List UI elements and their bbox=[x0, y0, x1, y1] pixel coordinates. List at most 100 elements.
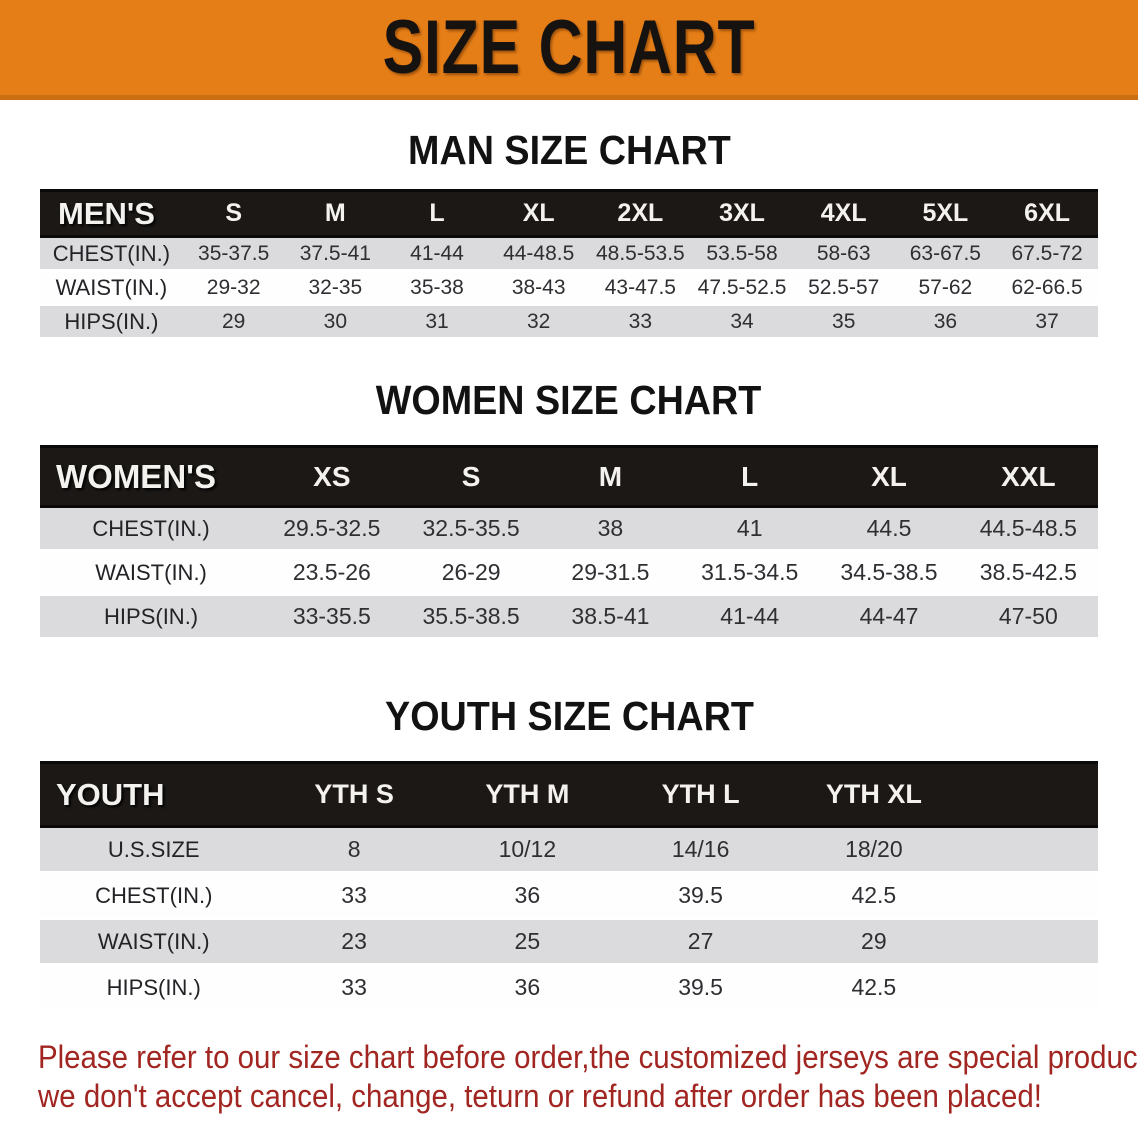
size-column-header: 3XL bbox=[691, 189, 793, 238]
measurement-row: HIPS(IN.) 29 30 31 32 33 34 35 36 37 bbox=[40, 304, 1098, 340]
measurement-value: 43-47.5 bbox=[589, 270, 692, 306]
measurement-label: CHEST(IN.) bbox=[40, 872, 268, 920]
measurement-value: 33-35.5 bbox=[262, 594, 402, 640]
measurement-label: CHEST(IN.) bbox=[40, 236, 183, 272]
measurement-value: 34.5-38.5 bbox=[819, 550, 959, 596]
measurement-value: 42.5 bbox=[787, 964, 961, 1012]
measurement-value: 63-67.5 bbox=[894, 236, 997, 272]
measurement-value: 38 bbox=[540, 506, 681, 552]
section-heading-youth-text: YOUTH SIZE CHART bbox=[384, 693, 754, 739]
size-column-header: YTH M bbox=[440, 761, 614, 828]
measurement-value: 29 bbox=[182, 304, 285, 340]
table-category-label: YOUTH bbox=[40, 761, 268, 828]
measurement-value: 8 bbox=[267, 826, 441, 874]
size-column-header: 2XL bbox=[589, 189, 692, 238]
youth-size-section: YOUTH SIZE CHART YOUTH YTH S YTH M YTH L YTH… bbox=[0, 640, 1138, 1012]
measurement-value: 39.5 bbox=[613, 872, 788, 920]
measurement-value: 25 bbox=[440, 918, 614, 966]
measurement-value: 32 bbox=[487, 304, 590, 340]
measurement-value: 36 bbox=[440, 964, 614, 1012]
table-category-label: MEN'S bbox=[40, 189, 183, 238]
disclaimer-line-2: we don't accept cancel, change, teturn o… bbox=[38, 1078, 1042, 1115]
table-category-label: WOMEN'S bbox=[40, 445, 263, 508]
measurement-value: 29-31.5 bbox=[540, 550, 681, 596]
measurement-value: 41-44 bbox=[680, 594, 820, 640]
men-size-section: MAN SIZE CHART MEN'S S M L XL 2XL 3XL 4XL 5XL 6XL… bbox=[0, 100, 1138, 340]
measurement-value: 44.5-48.5 bbox=[958, 506, 1098, 552]
measurement-value: 35.5-38.5 bbox=[401, 594, 541, 640]
section-heading-women: WOMEN SIZE CHART bbox=[0, 340, 1138, 421]
disclaimer-line-1: Please refer to our size chart before or… bbox=[38, 1039, 1138, 1075]
measurement-value: 67.5-72 bbox=[996, 236, 1098, 272]
measurement-value: 38.5-42.5 bbox=[958, 550, 1098, 596]
measurement-value: 10/12 bbox=[440, 826, 614, 874]
measurement-value: 52.5-57 bbox=[792, 270, 895, 306]
measurement-value: 44-47 bbox=[819, 594, 959, 640]
size-header-row: YOUTH YTH S YTH M YTH L YTH XL bbox=[40, 761, 1098, 828]
measurement-row: HIPS(IN.) 33 36 39.5 42.5 bbox=[40, 964, 1098, 1012]
measurement-value: 34 bbox=[691, 304, 793, 340]
size-column-header: S bbox=[182, 189, 285, 238]
measurement-value: 48.5-53.5 bbox=[589, 236, 692, 272]
measurement-value: 33 bbox=[589, 304, 692, 340]
size-column-header: 4XL bbox=[792, 189, 895, 238]
measurement-value: 44.5 bbox=[819, 506, 959, 552]
measurement-value: 31 bbox=[386, 304, 488, 340]
spacer-cell bbox=[960, 918, 1098, 966]
measurement-value: 32.5-35.5 bbox=[401, 506, 541, 552]
measurement-value: 44-48.5 bbox=[487, 236, 590, 272]
size-column-header: YTH XL bbox=[787, 761, 961, 828]
measurement-value: 38.5-41 bbox=[540, 594, 681, 640]
measurement-row: CHEST(IN.) 29.5-32.5 32.5-35.5 38 41 44.5 44.5… bbox=[40, 506, 1098, 552]
women-size-section: WOMEN SIZE CHART WOMEN'S XS S M L XL XXL CHEST(… bbox=[0, 340, 1138, 640]
measurement-value: 62-66.5 bbox=[996, 270, 1098, 306]
measurement-label: CHEST(IN.) bbox=[40, 506, 263, 552]
measurement-row: CHEST(IN.) 35-37.5 37.5-41 41-44 44-48.5 48.5… bbox=[40, 236, 1098, 272]
measurement-label: WAIST(IN.) bbox=[40, 918, 268, 966]
size-column-header: 6XL bbox=[996, 189, 1098, 238]
measurement-value: 14/16 bbox=[613, 826, 788, 874]
measurement-label: WAIST(IN.) bbox=[40, 270, 183, 306]
measurement-value: 47-50 bbox=[958, 594, 1098, 640]
section-heading-men: MAN SIZE CHART bbox=[0, 100, 1138, 171]
section-heading-youth: YOUTH SIZE CHART bbox=[0, 640, 1138, 737]
measurement-row: CHEST(IN.) 33 36 39.5 42.5 bbox=[40, 872, 1098, 920]
measurement-value: 29 bbox=[787, 918, 961, 966]
measurement-row: WAIST(IN.) 29-32 32-35 35-38 38-43 43-47.5 47.… bbox=[40, 270, 1098, 306]
measurement-value: 41 bbox=[680, 506, 820, 552]
size-column-header: YTH S bbox=[267, 761, 441, 828]
measurement-label: HIPS(IN.) bbox=[40, 304, 183, 340]
measurement-row: WAIST(IN.) 23 25 27 29 bbox=[40, 918, 1098, 966]
measurement-value: 58-63 bbox=[792, 236, 895, 272]
disclaimer: Please refer to our size chart before or… bbox=[0, 1038, 1138, 1116]
measurement-value: 29.5-32.5 bbox=[262, 506, 402, 552]
measurement-value: 23.5-26 bbox=[262, 550, 402, 596]
measurement-value: 29-32 bbox=[182, 270, 285, 306]
size-column-header: L bbox=[386, 189, 488, 238]
measurement-value: 30 bbox=[284, 304, 387, 340]
measurement-value: 39.5 bbox=[613, 964, 788, 1012]
size-column-header: YTH L bbox=[613, 761, 788, 828]
size-column-header: XXL bbox=[958, 445, 1098, 508]
measurement-value: 32-35 bbox=[284, 270, 387, 306]
spacer-cell bbox=[960, 964, 1098, 1012]
measurement-value: 37 bbox=[996, 304, 1098, 340]
size-column-header: M bbox=[284, 189, 387, 238]
measurement-label: HIPS(IN.) bbox=[40, 594, 263, 640]
measurement-value: 26-29 bbox=[401, 550, 541, 596]
size-column-header: XS bbox=[262, 445, 402, 508]
measurement-label: U.S.SIZE bbox=[40, 826, 268, 874]
women-size-table: WOMEN'S XS S M L XL XXL CHEST(IN.) 29.5-32.5 32.5… bbox=[40, 445, 1098, 640]
measurement-value: 35-38 bbox=[386, 270, 488, 306]
measurement-value: 35 bbox=[792, 304, 895, 340]
measurement-value: 41-44 bbox=[386, 236, 488, 272]
measurement-value: 33 bbox=[267, 964, 441, 1012]
size-column-header: S bbox=[401, 445, 541, 508]
measurement-value: 42.5 bbox=[787, 872, 961, 920]
size-column-header: L bbox=[680, 445, 820, 508]
size-column-header: XL bbox=[487, 189, 590, 238]
measurement-label: WAIST(IN.) bbox=[40, 550, 263, 596]
measurement-label: HIPS(IN.) bbox=[40, 964, 268, 1012]
men-size-table: MEN'S S M L XL 2XL 3XL 4XL 5XL 6XL CHEST(IN.) 35-37… bbox=[40, 189, 1098, 340]
measurement-value: 37.5-41 bbox=[284, 236, 387, 272]
